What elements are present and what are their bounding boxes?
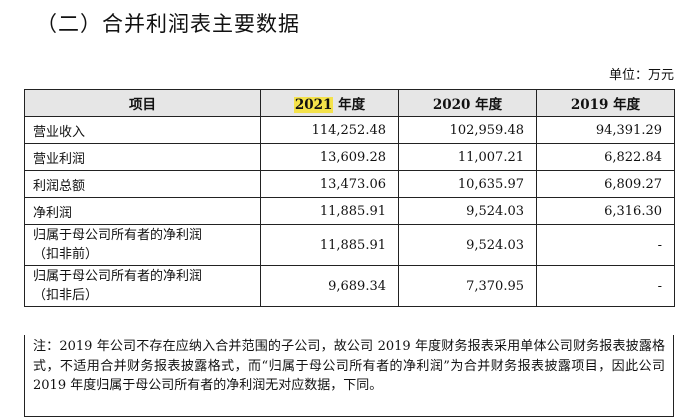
- cell-2019: -: [536, 265, 675, 307]
- row-label: 归属于母公司所有者的净利润 （扣非后）: [24, 265, 261, 307]
- table-row: 净利润 11,885.91 9,524.03 6,316.30: [24, 197, 675, 225]
- row-label-line1: 归属于母公司所有者的净利润: [33, 228, 203, 243]
- cell-2021: 13,609.28: [260, 143, 399, 171]
- header-2021: 2021 年度: [260, 89, 399, 117]
- header-item: 项目: [24, 89, 261, 117]
- cell-2020: 11,007.21: [398, 143, 537, 171]
- cell-2019: 6,316.30: [536, 197, 675, 225]
- table-row: 营业利润 13,609.28 11,007.21 6,822.84: [24, 143, 675, 171]
- row-label: 净利润: [24, 197, 261, 225]
- footnote: 注：2019 年公司不存在应纳入合并范围的子公司，故公司 2019 年度财务报表…: [24, 335, 674, 417]
- table-row: 营业收入 114,252.48 102,959.48 94,391.29: [24, 116, 675, 144]
- cell-2021: 11,885.91: [260, 224, 399, 266]
- row-label-line1: 归属于母公司所有者的净利润: [33, 269, 203, 284]
- table-row: 利润总额 13,473.06 10,635.97 6,809.27: [24, 170, 675, 198]
- header-2019: 2019 年度: [536, 89, 675, 117]
- cell-2021: 11,885.91: [260, 197, 399, 225]
- header-2021-suffix: 年度: [333, 97, 366, 113]
- table-row: 归属于母公司所有者的净利润 （扣非后） 9,689.34 7,370.95 -: [24, 265, 675, 307]
- cell-2019: -: [536, 224, 675, 266]
- row-label: 归属于母公司所有者的净利润 （扣非前）: [24, 224, 261, 266]
- year-highlight: 2021: [293, 97, 334, 113]
- cell-2020: 9,524.03: [398, 197, 537, 225]
- cell-2021: 114,252.48: [260, 116, 399, 144]
- cell-2020: 9,524.03: [398, 224, 537, 266]
- cell-2020: 102,959.48: [398, 116, 537, 144]
- cell-2019: 6,809.27: [536, 170, 675, 198]
- table-header-row: 项目 2021 年度 2020 年度 2019 年度: [24, 89, 675, 117]
- section-title: （二）合并利润表主要数据: [36, 12, 300, 36]
- cell-2019: 94,391.29: [536, 116, 675, 144]
- row-label: 营业利润: [24, 143, 261, 171]
- cell-2020: 10,635.97: [398, 170, 537, 198]
- row-label: 利润总额: [24, 170, 261, 198]
- row-label-line2: （扣非前）: [33, 247, 99, 262]
- table-row: 归属于母公司所有者的净利润 （扣非前） 11,885.91 9,524.03 -: [24, 224, 675, 266]
- income-statement-table: 项目 2021 年度 2020 年度 2019 年度 营业收入 114,252.…: [24, 89, 675, 307]
- header-2020: 2020 年度: [398, 89, 537, 117]
- cell-2019: 6,822.84: [536, 143, 675, 171]
- unit-label: 单位：万元: [608, 68, 674, 83]
- cell-2020: 7,370.95: [398, 265, 537, 307]
- cell-2021: 13,473.06: [260, 170, 399, 198]
- row-label-line2: （扣非后）: [33, 288, 99, 303]
- cell-2021: 9,689.34: [260, 265, 399, 307]
- row-label: 营业收入: [24, 116, 261, 144]
